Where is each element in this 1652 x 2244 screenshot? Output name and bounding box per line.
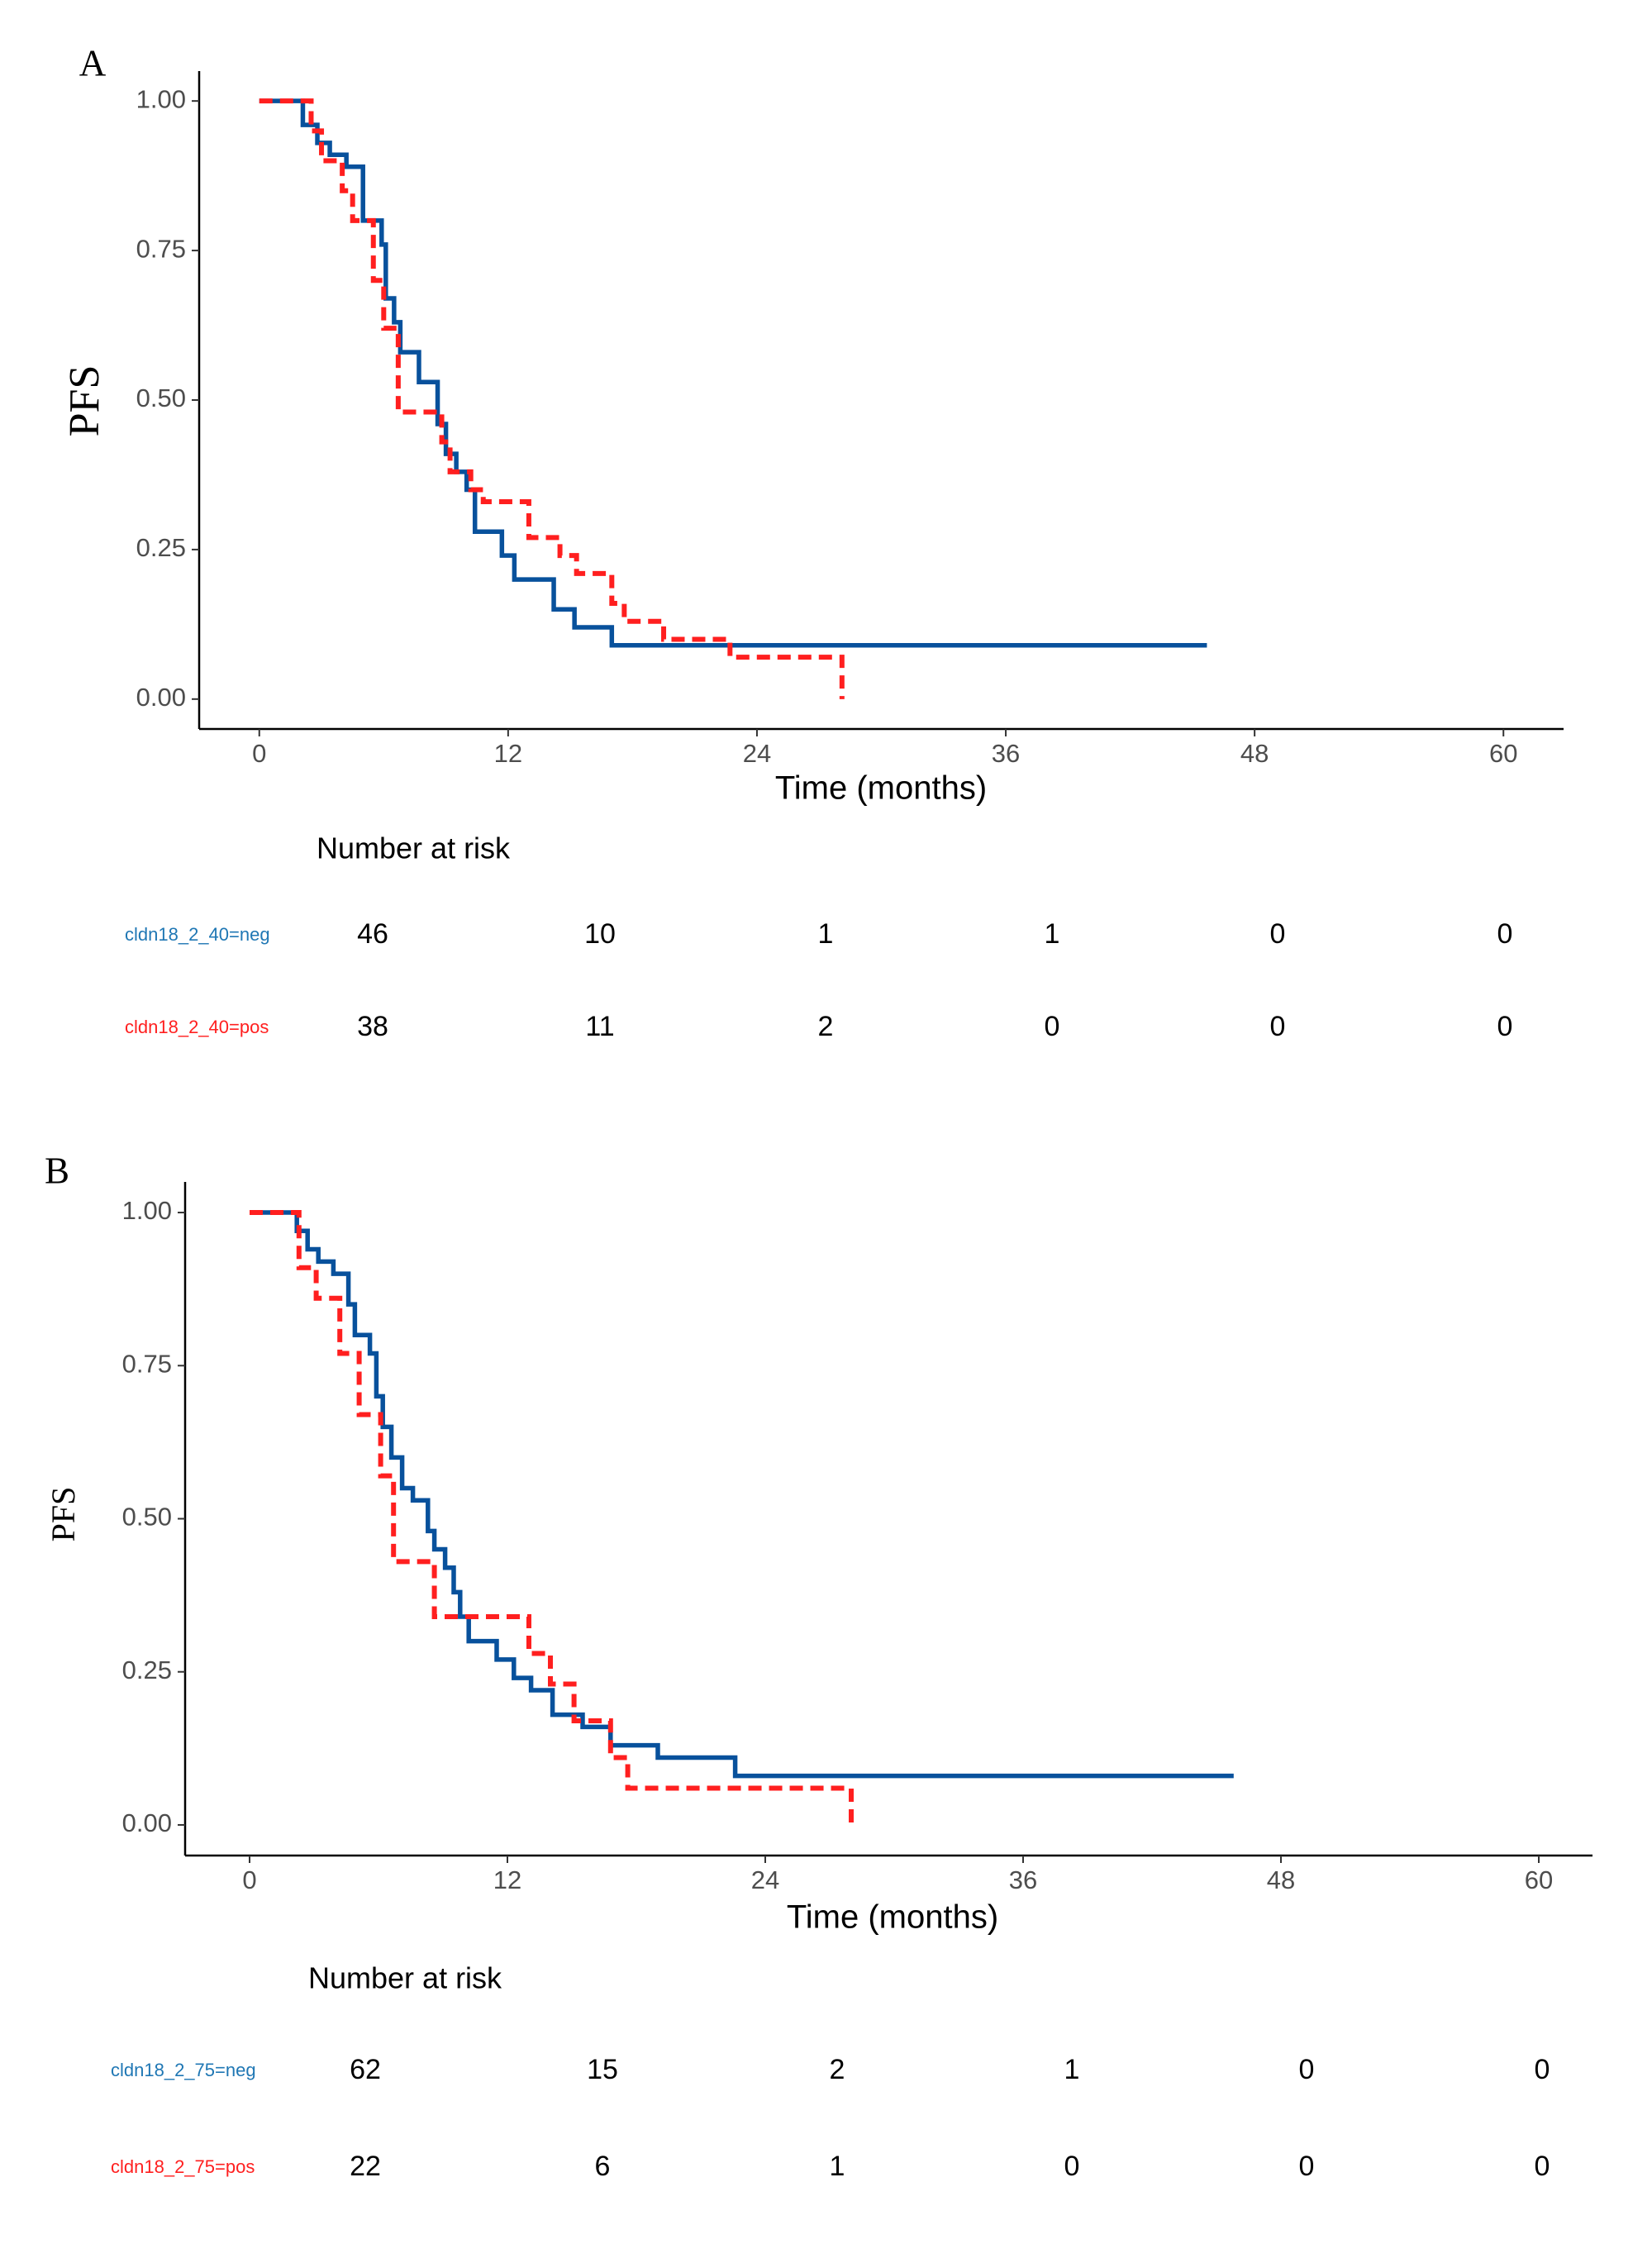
risk-table-title: Number at risk (308, 1961, 502, 1995)
x-tick-label: 0 (252, 739, 266, 768)
y-tick-label: 1.00 (122, 1196, 172, 1225)
risk-count: 6 (595, 2151, 611, 2182)
x-tick-label: 0 (242, 1865, 256, 1894)
x-axis-title: Time (months) (787, 1899, 998, 1936)
risk-row-label: cldn18_2_40=neg (125, 924, 270, 945)
risk-table-title: Number at risk (317, 831, 511, 865)
risk-count: 15 (587, 2054, 618, 2085)
survival-curve (250, 1210, 1234, 1779)
y-tick-label: 0.00 (122, 1808, 172, 1837)
risk-count: 10 (584, 918, 616, 950)
x-tick-label: 36 (992, 739, 1020, 768)
risk-count: 0 (1497, 918, 1513, 950)
panel-label: A (79, 42, 107, 83)
x-tick-label: 24 (743, 739, 771, 768)
y-axis-title: PFS (61, 365, 108, 437)
risk-count: 1 (830, 2151, 845, 2182)
x-tick-label: 60 (1489, 739, 1517, 768)
risk-count: 11 (585, 1011, 614, 1042)
risk-row-label: cldn18_2_75=neg (111, 2060, 256, 2080)
risk-count: 22 (350, 2151, 381, 2182)
x-axis-title: Time (months) (775, 770, 987, 807)
risk-count: 0 (1497, 1011, 1513, 1042)
risk-count: 0 (1535, 2054, 1550, 2085)
risk-row-label: cldn18_2_40=pos (125, 1017, 269, 1037)
risk-count: 0 (1299, 2054, 1315, 2085)
x-tick-label: 60 (1525, 1865, 1553, 1894)
risk-count: 0 (1270, 918, 1286, 950)
risk-count: 0 (1045, 1011, 1060, 1042)
risk-count: 62 (350, 2054, 381, 2085)
survival-curve (259, 98, 845, 699)
y-tick-label: 0.75 (122, 1349, 172, 1378)
y-tick-label: 0.00 (136, 683, 186, 712)
y-tick-label: 0.25 (136, 533, 186, 562)
y-tick-label: 0.50 (136, 384, 186, 412)
survival-curve (250, 1210, 854, 1825)
x-tick-label: 36 (1009, 1865, 1037, 1894)
risk-count: 0 (1535, 2151, 1550, 2182)
x-tick-label: 24 (751, 1865, 779, 1894)
risk-count: 46 (357, 918, 388, 950)
risk-count: 2 (830, 2054, 845, 2085)
y-tick-label: 0.25 (122, 1656, 172, 1684)
y-tick-label: 0.75 (136, 234, 186, 263)
x-tick-label: 12 (494, 739, 522, 768)
y-tick-label: 1.00 (136, 84, 186, 113)
x-tick-label: 48 (1267, 1865, 1295, 1894)
risk-count: 1 (1045, 918, 1060, 950)
risk-row-label: cldn18_2_75=pos (111, 2156, 255, 2177)
risk-count: 0 (1064, 2151, 1080, 2182)
y-axis-title: PFS (45, 1487, 82, 1542)
risk-count: 38 (357, 1011, 388, 1042)
risk-count: 1 (1064, 2054, 1080, 2085)
risk-count: 0 (1299, 2151, 1315, 2182)
panel-label: B (45, 1150, 69, 1191)
y-tick-label: 0.50 (122, 1503, 172, 1532)
risk-count: 0 (1270, 1011, 1286, 1042)
risk-count: 1 (818, 918, 834, 950)
x-tick-label: 48 (1240, 739, 1269, 768)
x-tick-label: 12 (493, 1865, 521, 1894)
survival-curve (259, 98, 1207, 648)
risk-count: 2 (818, 1011, 834, 1042)
